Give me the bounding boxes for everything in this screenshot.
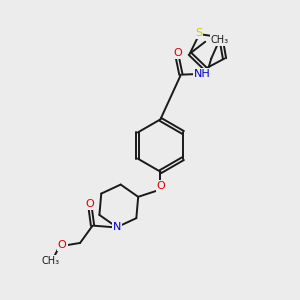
Text: O: O — [86, 199, 94, 209]
Text: S: S — [195, 28, 202, 38]
Text: O: O — [58, 240, 67, 250]
Text: CH₃: CH₃ — [211, 35, 229, 45]
Text: NH: NH — [194, 69, 211, 79]
Text: CH₃: CH₃ — [41, 256, 59, 266]
Text: O: O — [173, 48, 182, 58]
Text: O: O — [157, 181, 165, 191]
Text: N: N — [113, 222, 121, 232]
